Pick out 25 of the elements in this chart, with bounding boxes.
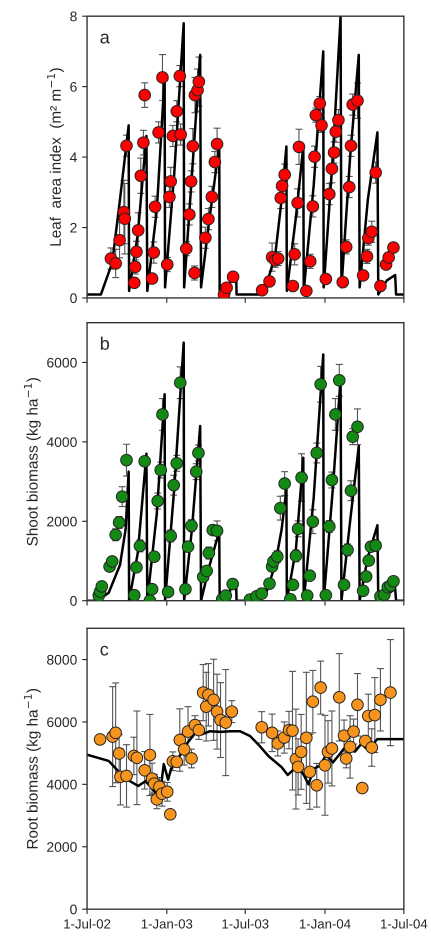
y-tick-label: 6000 bbox=[47, 358, 77, 368]
y-tick-label: 4000 bbox=[46, 437, 77, 448]
y-tick-label: 0 bbox=[70, 293, 77, 304]
x-tick-label: 1-Jul-04 bbox=[381, 918, 428, 929]
y-tick-label: 8 bbox=[70, 12, 77, 22]
y-tick-label: 2000 bbox=[47, 842, 77, 852]
y-tick-label: 2000 bbox=[47, 516, 77, 526]
x-tick-label: 1-Jan-03 bbox=[142, 919, 192, 929]
y-tick-label: 0 bbox=[70, 596, 77, 606]
y-tick-label: 6 bbox=[70, 82, 77, 92]
annotation: a bbox=[100, 34, 110, 44]
x-tick-label: 1-Jul-03 bbox=[222, 918, 268, 929]
x-tick-label: 1-Jul-02 bbox=[64, 918, 110, 929]
x-tick-label: 1-Jan-04 bbox=[300, 919, 351, 929]
y-tick-label: 8000 bbox=[47, 654, 77, 665]
y-tick-label: 4 bbox=[70, 152, 77, 162]
annotation: b bbox=[100, 336, 110, 350]
y-axis-title: Leaf area index (m² m$^{−1}$) bbox=[47, 68, 64, 246]
y-axis-title: Root biomass (kg ha$^{−1}$) bbox=[24, 688, 41, 848]
annotation: c bbox=[100, 646, 108, 656]
y-tick-label: 4000 bbox=[46, 780, 77, 790]
y-tick-label: 6000 bbox=[47, 717, 77, 728]
y-tick-label: 0 bbox=[70, 904, 77, 914]
y-axis-title: Shoot biomass (kg ha$^{−1}$) bbox=[24, 378, 41, 546]
y-tick-label: 2 bbox=[70, 222, 77, 233]
